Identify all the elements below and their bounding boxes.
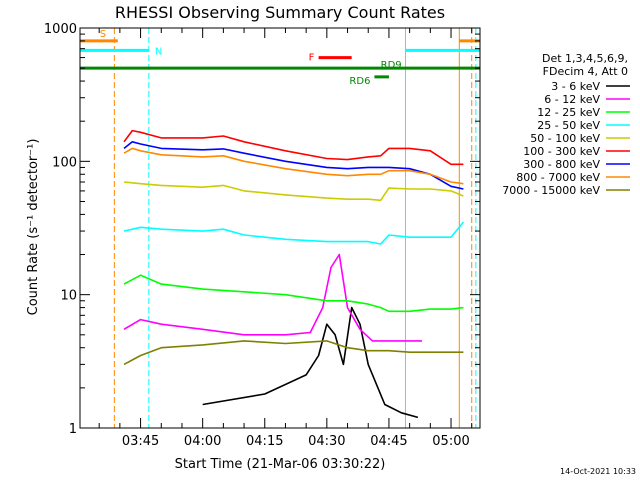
series-line-25-50-kev <box>123 221 465 245</box>
legend-label-3-6-kev: 3 - 6 keV <box>551 80 600 93</box>
y-tick-label-1: 1 <box>69 422 77 437</box>
series-line-12-25-kev <box>123 274 464 313</box>
y-tick-label-10: 10 <box>60 289 77 304</box>
plot-frame <box>79 27 481 429</box>
series-line-7000-15000-kev <box>123 340 464 366</box>
timestamp: 14-Oct-2021 10:33 <box>560 467 636 476</box>
legend: Det 1,3,4,5,6,9,FDecim 4, Att 0 3 - 6 keV… <box>502 52 630 197</box>
annotation-bars: S N F RD9 RD6 <box>80 29 480 87</box>
y-tick-label-1000: 1000 <box>44 22 77 37</box>
legend-label-25-50-kev: 25 - 50 keV <box>537 119 600 132</box>
y-axis: 1 10 100 1000 <box>44 22 480 437</box>
legend-header-0: Det 1,3,4,5,6,9, <box>542 52 628 65</box>
series-line-800-7000-kev <box>123 147 464 185</box>
legend-label-6-12-kev: 6 - 12 keV <box>544 93 600 106</box>
y-tick-label-100: 100 <box>52 155 77 170</box>
series-line-300-800-kev <box>123 141 464 190</box>
series-line-3-6-kev <box>202 306 419 419</box>
x-tick-label-04-45: 04:45 <box>370 434 407 449</box>
x-tick-label-04-00: 04:00 <box>184 434 221 449</box>
annotation-label-rd9: RD9 <box>381 60 402 71</box>
chart-title: RHESSI Observing Summary Count Rates <box>115 3 445 22</box>
legend-label-50-100-kev: 50 - 100 keV <box>530 132 600 145</box>
series-line-6-12-kev <box>123 253 422 342</box>
x-axis-label: Start Time (21-Mar-06 03:30:22) <box>175 457 386 472</box>
event-markers <box>113 28 477 428</box>
x-tick-label-05-00: 05:00 <box>432 434 469 449</box>
series-line-100-300-kev <box>123 129 464 166</box>
annotation-label-rd6: RD6 <box>349 76 370 87</box>
x-tick-label-04-30: 04:30 <box>308 434 345 449</box>
y-axis-label: Count Rate (s⁻¹ detector⁻¹) <box>26 139 41 316</box>
legend-label-300-800-kev: 300 - 800 keV <box>523 158 600 171</box>
legend-label-800-7000-kev: 800 - 7000 keV <box>516 171 600 184</box>
legend-label-100-300-kev: 100 - 300 keV <box>523 145 600 158</box>
legend-label-12-25-kev: 12 - 25 keV <box>537 106 600 119</box>
legend-header-1: FDecim 4, Att 0 <box>543 65 628 78</box>
annotation-label-f: F <box>309 53 315 64</box>
legend-label-7000-15000-kev: 7000 - 15000 keV <box>502 184 600 197</box>
x-tick-label-04-15: 04:15 <box>246 434 283 449</box>
series-lines <box>123 129 465 419</box>
x-tick-label-03-45: 03:45 <box>122 434 159 449</box>
annotation-label-s: S <box>100 29 106 40</box>
series-line-50-100-kev <box>123 181 464 202</box>
annotation-label-n: N <box>155 46 162 57</box>
x-axis: 03:45 04:00 04:15 04:30 04:45 05:00 <box>98 28 473 449</box>
